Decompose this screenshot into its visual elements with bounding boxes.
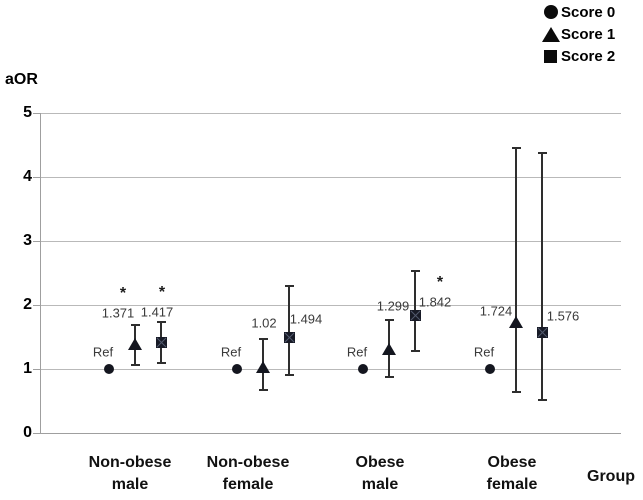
y-tick-label: 5 <box>23 104 32 121</box>
group-label-line: female <box>222 476 274 493</box>
triangle-marker-icon <box>382 342 396 355</box>
group-label-line: male <box>361 476 399 493</box>
error-bar-cap-top <box>384 318 394 321</box>
square-marker-icon <box>536 326 548 338</box>
error-bar-cap-bottom <box>156 361 166 364</box>
gridline <box>41 176 621 178</box>
error-bar-cap-top <box>284 284 294 287</box>
y-tick-mark <box>33 368 41 370</box>
y-tick-label: 3 <box>23 232 32 249</box>
y-tick-label: 0 <box>23 424 32 441</box>
group-label-line: Non-obese <box>88 454 172 471</box>
error-bar-cap-bottom <box>537 398 547 401</box>
error-bar <box>515 148 517 393</box>
legend-label: Score 2 <box>561 47 616 65</box>
square-marker-icon <box>283 331 295 343</box>
plot-area: Ref Ref Ref Ref 1.371 * 1.02 1.299 1.724 1.417 * 1.… <box>33 112 621 434</box>
error-bar-cap-bottom <box>511 391 521 394</box>
error-bar-cap-bottom <box>258 389 268 392</box>
legend-label: Score 0 <box>561 3 616 21</box>
triangle-marker-icon <box>128 338 142 351</box>
circle-marker-icon <box>358 364 368 374</box>
y-tick-label: 4 <box>23 168 32 185</box>
value-label: 1.02 <box>251 315 277 331</box>
gridline <box>41 304 621 306</box>
error-bar-cap-top <box>130 324 140 327</box>
y-tick-label: 1 <box>23 360 32 377</box>
ref-label: Ref <box>473 344 495 360</box>
significance-asterisk: * <box>119 285 127 303</box>
x-group-label-obese-female: Obese female <box>487 452 538 496</box>
x-group-label-non-obese-female: Non-obese female <box>207 452 290 496</box>
triangle-marker-icon <box>256 360 270 373</box>
group-label-line: Obese <box>355 454 405 471</box>
error-bar-cap-top <box>156 321 166 324</box>
y-tick-mark <box>33 240 41 242</box>
square-marker-icon <box>409 309 421 321</box>
error-bar-cap-top <box>511 147 521 150</box>
circle-marker-icon <box>543 5 558 19</box>
legend-item-score-1: Score 1 <box>540 23 615 45</box>
significance-asterisk: * <box>158 284 166 302</box>
ref-label: Ref <box>92 344 114 360</box>
circle-marker-icon <box>485 364 495 374</box>
y-tick-label: 2 <box>23 296 32 313</box>
legend-marker-cell <box>540 26 561 42</box>
value-label: 1.494 <box>289 311 323 327</box>
value-label: 1.417 <box>140 304 174 320</box>
group-label-line: Non-obese <box>206 454 290 471</box>
error-bar-cap-bottom <box>130 364 140 367</box>
gridline <box>41 368 621 370</box>
circle-marker-icon <box>232 364 242 374</box>
error-bar-cap-bottom <box>384 375 394 378</box>
error-bar <box>288 285 290 375</box>
error-bar-cap-top <box>410 270 420 273</box>
group-label-line: female <box>486 476 538 493</box>
group-label-line: Obese <box>487 454 537 471</box>
value-label: 1.576 <box>546 308 580 324</box>
error-bar-cap-bottom <box>284 373 294 376</box>
error-bar-cap-bottom <box>410 350 420 353</box>
ref-label: Ref <box>346 344 368 360</box>
y-tick-mark <box>33 176 41 178</box>
square-marker-icon <box>544 49 557 63</box>
square-marker-icon <box>155 336 167 348</box>
group-label-line: male <box>111 476 149 493</box>
value-label: 1.724 <box>479 303 513 319</box>
error-bar-cap-top <box>258 337 268 340</box>
x-group-label-obese-male: Obese male <box>356 452 405 496</box>
legend-item-score-0: Score 0 <box>540 1 615 23</box>
circle-marker-icon <box>104 364 114 374</box>
y-tick-mark <box>33 112 41 114</box>
gridline <box>41 240 621 242</box>
legend: Score 0 Score 1 Score 2 <box>540 1 615 67</box>
ref-label: Ref <box>220 344 242 360</box>
gridline <box>41 112 621 114</box>
legend-item-score-2: Score 2 <box>540 45 615 67</box>
value-label: 1.371 <box>101 305 135 321</box>
legend-marker-cell <box>540 49 561 63</box>
triangle-marker-icon <box>509 315 523 328</box>
x-group-label-non-obese-male: Non-obese male <box>89 452 172 496</box>
error-bar <box>541 152 543 400</box>
triangle-marker-icon <box>541 26 560 42</box>
legend-label: Score 1 <box>561 25 616 43</box>
y-tick-mark <box>33 432 41 434</box>
legend-marker-cell <box>540 5 561 19</box>
error-bar-cap-top <box>537 151 547 154</box>
value-label: 1.299 <box>376 298 410 314</box>
y-tick-mark <box>33 304 41 306</box>
value-label: 1.842 <box>418 294 452 310</box>
x-axis-title: Group <box>587 468 635 485</box>
y-axis-title: aOR <box>5 71 38 88</box>
significance-asterisk: * <box>436 274 444 292</box>
